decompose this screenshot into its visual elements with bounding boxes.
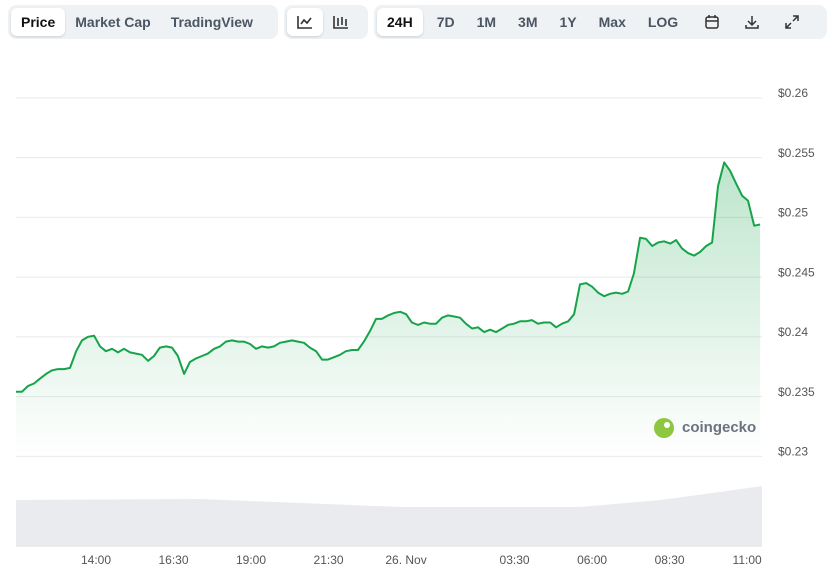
range-button[interactable]: 7D [436,14,455,30]
line-chart-button[interactable] [287,8,323,36]
y-tick-label: $0.26 [778,86,808,100]
range-button[interactable]: Max [598,14,626,30]
range-button[interactable]: 3M [518,14,538,30]
y-tick-label: $0.245 [778,265,815,279]
x-tick-label: 21:30 [314,553,344,567]
x-tick-label: 03:30 [500,553,530,567]
tab[interactable]: Price [11,8,66,36]
chart-style-tabs [284,5,368,39]
x-tick-label: 26. Nov [385,553,426,567]
price-area [16,162,761,457]
y-tick-label: $0.25 [778,206,808,220]
fullscreen-button[interactable] [774,8,810,36]
watermark: coingecko [682,419,756,436]
volume-band [16,486,762,546]
range-button[interactable]: 24H [377,8,423,36]
range-button[interactable]: 1Y [559,14,577,30]
view-tabs: Price Market Cap TradingView [8,5,278,39]
y-tick-label: $0.235 [778,385,815,399]
download-button[interactable] [734,8,770,36]
x-tick-label: 06:00 [577,553,607,567]
y-tick-label: $0.24 [778,325,808,339]
y-tick-label: $0.23 [778,445,808,459]
x-tick-label: 11:00 [733,553,762,567]
calendar-button[interactable] [694,8,730,36]
x-tick-label: 16:30 [158,553,188,567]
watermark-logo [654,418,674,438]
range-button[interactable]: 1M [476,14,497,30]
log-button[interactable]: LOG [647,14,679,30]
x-tick-label: 19:00 [236,553,266,567]
x-tick-label: 08:30 [655,553,685,567]
price-line [16,161,761,393]
y-tick-label: $0.255 [778,146,815,160]
watermark-eye [664,422,670,428]
tab[interactable]: TradingView [170,14,253,30]
candle-chart-button[interactable] [323,8,359,36]
tab[interactable]: Market Cap [75,14,151,30]
range-tabs: 24H 7D 1M 3M 1Y Max LOG [374,5,827,39]
x-tick-label: 14:00 [81,553,111,567]
